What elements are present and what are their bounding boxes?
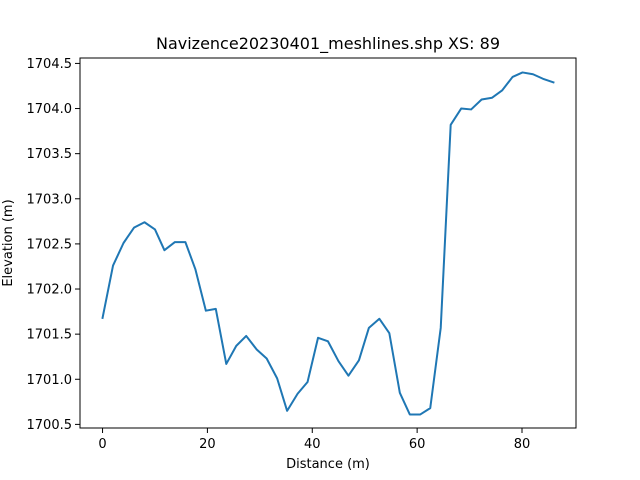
x-tick-label: 0 [98,437,106,452]
y-tick-label: 1701.5 [27,328,73,343]
y-tick-label: 1703.5 [27,147,73,162]
y-axis-label: Elevation (m) [1,199,16,286]
y-tick-label: 1702.5 [27,237,73,252]
x-axis-label: Distance (m) [286,457,370,472]
plot-area [80,58,576,428]
x-tick-label: 20 [199,437,216,452]
plot-background [80,58,576,428]
y-tick-label: 1702.0 [27,283,73,298]
x-tick-label: 40 [304,437,321,452]
y-tick-label: 1703.0 [27,192,73,207]
axes: 0 20 40 60 80 1700.5 1701.0 1701.5 1702.0 1702.5 1… [27,57,577,452]
series-line-0 [101,71,555,416]
x-tick-label: 60 [409,437,426,452]
x-tick-label: 80 [514,437,531,452]
plot-frame [79,57,577,429]
y-tick-label: 1701.0 [27,373,73,388]
chart-title: Navizence20230401_meshlines.shp XS: 89 [156,34,500,54]
y-tick-label: 1700.5 [27,418,73,433]
y-tick-label: 1704.0 [27,102,73,117]
y-tick-label: 1704.5 [27,57,73,72]
